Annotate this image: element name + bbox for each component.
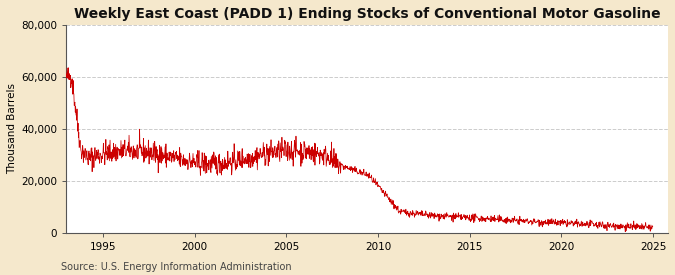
Y-axis label: Thousand Barrels: Thousand Barrels xyxy=(7,83,17,174)
Text: Source: U.S. Energy Information Administration: Source: U.S. Energy Information Administ… xyxy=(61,262,292,272)
Title: Weekly East Coast (PADD 1) Ending Stocks of Conventional Motor Gasoline: Weekly East Coast (PADD 1) Ending Stocks… xyxy=(74,7,660,21)
